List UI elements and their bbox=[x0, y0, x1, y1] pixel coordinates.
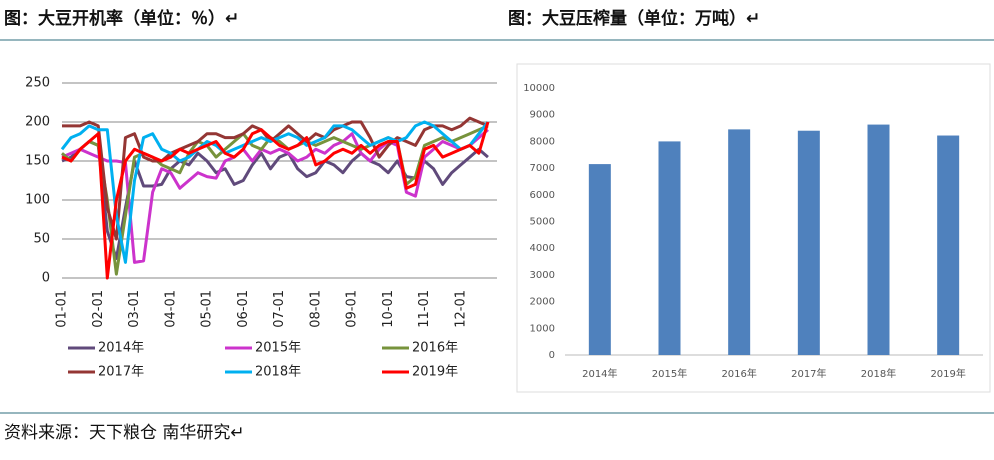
x-tick-label: 2014年 bbox=[582, 367, 617, 380]
chart-title: 图：大豆压榨量（单位：万吨）↵ bbox=[508, 8, 760, 29]
x-tick-label: 2017年 bbox=[791, 367, 826, 380]
x-tick-label: 02-01 bbox=[91, 290, 106, 328]
x-tick-label: 08-01 bbox=[308, 290, 323, 328]
legend-label: 2014年 bbox=[98, 341, 144, 356]
y-tick-label: 4000 bbox=[530, 243, 555, 254]
legend-label: 2015年 bbox=[255, 341, 301, 356]
legend-label: 2017年 bbox=[98, 365, 144, 380]
x-tick-label: 09-01 bbox=[345, 290, 360, 328]
y-tick-label: 8000 bbox=[530, 136, 555, 147]
bar bbox=[658, 141, 681, 355]
y-tick-label: 9000 bbox=[530, 110, 555, 121]
x-tick-label: 10-01 bbox=[381, 290, 396, 328]
x-tick-label: 2019年 bbox=[930, 367, 965, 380]
y-tick-label: 200 bbox=[25, 115, 50, 130]
x-tick-label: 04-01 bbox=[163, 290, 178, 328]
y-tick-label: 100 bbox=[25, 193, 50, 208]
y-tick-label: 3000 bbox=[530, 270, 555, 281]
y-tick-label: 50 bbox=[33, 232, 50, 247]
series-line bbox=[62, 116, 489, 241]
chart-title: 图：大豆开机率（单位：％）↵ bbox=[4, 8, 239, 29]
x-tick-label: 01-01 bbox=[55, 290, 70, 328]
bar bbox=[728, 129, 751, 355]
y-tick-label: 0 bbox=[549, 350, 555, 361]
y-tick-label: 7000 bbox=[530, 163, 555, 174]
source: 资料来源：天下粮仓 南华研究↵ bbox=[4, 423, 245, 443]
series-line bbox=[61, 128, 489, 264]
legend-label: 2016年 bbox=[412, 341, 458, 356]
bar bbox=[867, 124, 890, 355]
chart-frame bbox=[516, 63, 991, 393]
y-tick-label: 10000 bbox=[523, 83, 555, 94]
y-tick-label: 2000 bbox=[530, 297, 555, 308]
x-tick-label: 03-01 bbox=[127, 290, 142, 328]
x-tick-label: 2018年 bbox=[861, 367, 896, 380]
x-tick-label: 06-01 bbox=[236, 290, 251, 328]
y-tick-label: 150 bbox=[25, 154, 50, 169]
y-tick-label: 5000 bbox=[530, 217, 555, 228]
bar bbox=[937, 135, 960, 355]
x-tick-label: 2016年 bbox=[721, 367, 756, 380]
bar bbox=[797, 130, 820, 355]
x-tick-label: 12-01 bbox=[453, 290, 468, 328]
y-tick-label: 0 bbox=[42, 271, 50, 286]
y-tick-label: 1000 bbox=[530, 323, 555, 334]
legend-label: 2019年 bbox=[412, 365, 458, 380]
x-tick-label: 05-01 bbox=[200, 290, 215, 328]
x-tick-label: 11-01 bbox=[417, 290, 432, 328]
series-line bbox=[61, 121, 490, 280]
x-tick-label: 07-01 bbox=[272, 290, 287, 328]
bar bbox=[588, 164, 611, 355]
x-tick-label: 2015年 bbox=[652, 367, 687, 380]
legend-label: 2018年 bbox=[255, 365, 301, 380]
y-tick-label: 250 bbox=[25, 76, 50, 91]
y-tick-label: 6000 bbox=[530, 190, 555, 201]
